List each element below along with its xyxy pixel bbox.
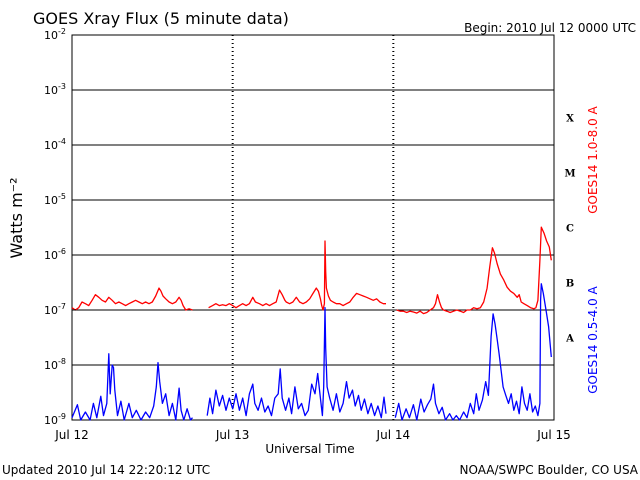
grid-layer <box>72 35 554 420</box>
y-tick-label: 10-6 <box>44 247 66 262</box>
y-tick-label: 10-3 <box>44 82 66 97</box>
flare-class-label: B <box>566 279 574 290</box>
series-line-long <box>71 287 193 311</box>
x-axis-label: Universal Time <box>265 442 354 456</box>
series-line-short <box>71 353 193 421</box>
y-tick-label: 10-2 <box>44 27 66 42</box>
x-tick-label: Jul 14 <box>376 428 411 442</box>
y-tick-label: 10-5 <box>44 192 66 207</box>
x-tick-label: Jul 13 <box>215 428 250 442</box>
legend-series-short: GOES14 0.5-4.0 A <box>586 285 600 393</box>
updated-timestamp: Updated 2010 Jul 14 22:20:12 UTC <box>2 463 210 477</box>
y-tick-label: 10-9 <box>44 412 66 427</box>
begin-time: Begin: 2010 Jul 12 0000 UTC <box>464 21 636 35</box>
legend-series-long: GOES14 1.0-8.0 A <box>586 105 600 213</box>
series-line-long <box>208 240 386 311</box>
x-tick-layer: Jul 12 Jul 13 Jul 14 Jul 15 <box>54 428 571 442</box>
y-tick-layer: 10-9 10-8 10-7 10-6 10-5 10-4 10-3 10-2 <box>44 27 76 427</box>
flare-class-layer: X M C B A <box>564 114 575 345</box>
series-line-short <box>206 307 387 419</box>
x-tick-label: Jul 15 <box>536 428 571 442</box>
flare-class-label: C <box>566 224 574 235</box>
series-line-long <box>396 226 552 315</box>
flare-class-label: A <box>565 334 574 345</box>
source-credit: NOAA/SWPC Boulder, CO USA <box>460 463 639 477</box>
y-tick-label: 10-4 <box>44 137 66 152</box>
flare-class-label: M <box>564 169 575 180</box>
y-tick-label: 10-7 <box>44 302 66 317</box>
x-tick-label: Jul 12 <box>54 428 89 442</box>
series-layer <box>71 226 552 421</box>
chart-title: GOES Xray Flux (5 minute data) <box>33 9 289 28</box>
y-axis-label: Watts m⁻² <box>7 177 26 258</box>
flare-class-label: X <box>566 114 574 125</box>
plot-frame <box>71 34 555 421</box>
plot-area <box>71 34 555 421</box>
y-tick-label: 10-8 <box>44 357 66 372</box>
series-line-short <box>394 283 552 421</box>
